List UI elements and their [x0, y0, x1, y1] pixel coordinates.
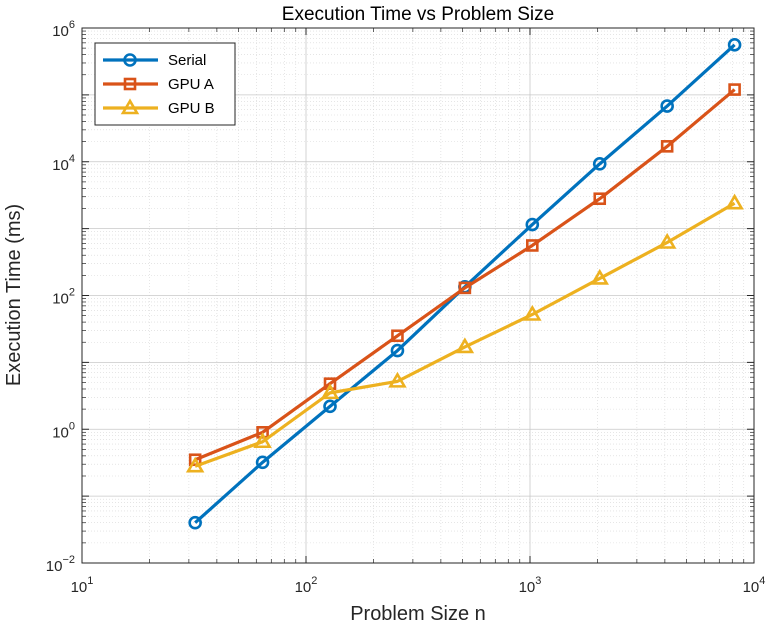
data-point: [590, 268, 610, 285]
data-point: [458, 281, 472, 295]
data-point: [388, 371, 407, 388]
series-gpu-b: [185, 193, 744, 473]
x-tick-label: 103: [519, 575, 542, 596]
data-point: [725, 193, 744, 210]
y-tick-label: 106: [52, 19, 75, 40]
data-point: [323, 377, 337, 390]
axis-ticks: 101 102 103 104 10−2 100 102 104 106: [46, 19, 766, 596]
x-tick-label: 101: [71, 575, 94, 596]
data-point: [323, 399, 337, 414]
data-point: [660, 140, 674, 153]
series-layer: [185, 38, 744, 530]
legend: Serial GPU A GPU B: [94, 42, 236, 126]
y-tick-label: 100: [52, 420, 75, 441]
data-point: [525, 217, 540, 232]
data-point: [526, 239, 539, 252]
data-point: [592, 157, 607, 171]
data-point: [523, 304, 542, 321]
y-tick-label: 102: [52, 287, 75, 308]
data-point: [657, 232, 677, 249]
legend-label: GPU A: [168, 76, 214, 93]
y-tick-label: 104: [52, 153, 75, 174]
data-point: [593, 192, 607, 206]
data-point: [728, 83, 741, 96]
data-point: [391, 329, 404, 343]
y-tick-label: 10−2: [46, 554, 75, 575]
legend-label: Serial: [168, 52, 206, 69]
legend-entry: GPU A: [103, 76, 214, 93]
legend-label: GPU B: [168, 100, 215, 117]
data-point: [185, 456, 205, 473]
series-line: [194, 88, 736, 462]
series-line: [194, 201, 736, 468]
x-tick-label: 104: [743, 575, 766, 596]
data-point: [727, 38, 742, 52]
legend-marker: [120, 98, 140, 115]
chart-title: Execution Time vs Problem Size: [282, 4, 554, 25]
data-point: [188, 515, 202, 530]
data-point: [390, 343, 405, 358]
data-point: [255, 455, 270, 470]
data-point: [455, 337, 475, 354]
legend-entry: GPU B: [103, 98, 215, 117]
data-point: [660, 99, 674, 113]
legend-marker: [123, 53, 137, 67]
legend-marker: [123, 77, 137, 91]
x-tick-label: 102: [295, 575, 318, 596]
data-point: [253, 432, 272, 449]
x-axis-title: Problem Size n: [350, 603, 486, 625]
legend-entry: Serial: [103, 52, 206, 69]
data-point: [320, 383, 340, 400]
major-grid: [81, 27, 755, 564]
y-axis-title: Execution Time (ms): [3, 204, 25, 386]
